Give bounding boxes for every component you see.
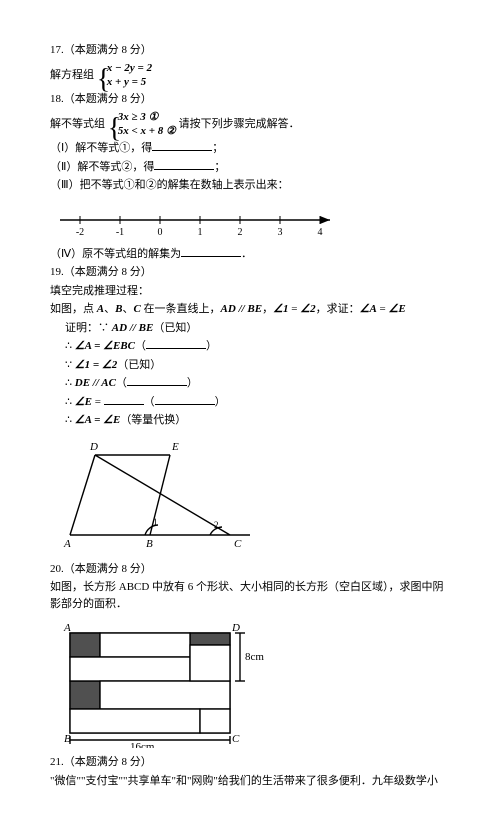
q17-stem: 解方程组 x − 2y = 2 x + y = 5 <box>50 61 450 90</box>
svg-text:A: A <box>63 538 71 550</box>
q17-system: x − 2y = 2 x + y = 5 <box>97 61 152 90</box>
svg-text:E: E <box>171 441 179 453</box>
q18-p2a: （Ⅱ）解不等式②，得 <box>50 161 154 173</box>
q18-p4: （Ⅳ）原不等式组的解集为 ． <box>50 246 450 263</box>
q17-eq2: x + y = 5 <box>107 75 152 89</box>
q21-header: 21.（本题满分 8 分） <box>50 754 450 771</box>
svg-text:2: 2 <box>238 227 243 238</box>
q19-l1: 证明：∵ AD // BE（已知） <box>50 320 450 337</box>
q19-intro: 填空完成推理过程： <box>50 283 450 300</box>
q17-header: 17.（本题满分 8 分） <box>50 42 450 59</box>
q19-l2: ∴ ∠A = ∠EBC（） <box>50 338 450 355</box>
q20-figure: A D B C 8cm 16cm <box>50 618 270 748</box>
svg-text:1: 1 <box>153 517 158 527</box>
svg-text:B: B <box>146 538 153 550</box>
svg-text:-2: -2 <box>76 227 84 238</box>
svg-text:3: 3 <box>278 227 283 238</box>
svg-text:-1: -1 <box>116 227 124 238</box>
q18-stem: 解不等式组 3x ≥ 3 ① 5x < x + 8 ② 请按下列步骤完成解答． <box>50 110 450 139</box>
blank <box>152 140 212 151</box>
q18-prefix: 解不等式组 <box>50 117 105 129</box>
svg-text:2: 2 <box>214 520 219 530</box>
svg-text:8cm: 8cm <box>245 651 264 663</box>
q18-p2b: ； <box>214 161 225 173</box>
svg-text:C: C <box>232 733 240 745</box>
q18-p1b: ； <box>212 142 223 154</box>
svg-text:0: 0 <box>158 227 163 238</box>
q18-eq1: 3x ≥ 3 ① <box>118 110 176 124</box>
q18-p4a: （Ⅳ）原不等式组的解集为 <box>50 248 181 260</box>
blank <box>104 394 144 405</box>
svg-text:D: D <box>231 622 240 634</box>
blank <box>154 159 214 170</box>
number-line-figure: -2 -1 0 1 2 3 4 <box>50 200 350 240</box>
q18-p3: （Ⅲ）把不等式①和②的解集在数轴上表示出来： <box>50 177 450 194</box>
blank <box>127 375 187 386</box>
q19-l4: ∴ DE // AC（） <box>50 375 450 392</box>
svg-text:D: D <box>89 441 98 453</box>
q19-figure: D E A B C 1 2 <box>50 435 270 555</box>
q18-p1a: （Ⅰ）解不等式①，得 <box>50 142 152 154</box>
q19-l3: ∵ ∠1 = ∠2（已知） <box>50 357 450 374</box>
q17-eq1: x − 2y = 2 <box>107 61 152 75</box>
q19-l5: ∴ ∠E = （） <box>50 394 450 411</box>
svg-text:A: A <box>63 622 71 634</box>
blank <box>155 394 215 405</box>
q20-text: 如图，长方形 ABCD 中放有 6 个形状、大小相同的长方形（空白区域），求图中… <box>50 579 450 612</box>
blank <box>146 338 206 349</box>
q18-suffix: 请按下列步骤完成解答． <box>179 117 300 129</box>
q21-text: "微信""支付宝""共享单车"和"网购"给我们的生活带来了很多便利．九年级数学小 <box>50 773 450 790</box>
svg-text:C: C <box>234 538 242 550</box>
svg-text:B: B <box>64 733 71 745</box>
q18-p4b: ． <box>241 248 252 260</box>
q18-eq2: 5x < x + 8 ② <box>118 124 176 138</box>
svg-text:4: 4 <box>318 227 323 238</box>
q18-p2: （Ⅱ）解不等式②，得 ； <box>50 159 450 176</box>
q17-prefix: 解方程组 <box>50 68 94 80</box>
q19-l6: ∴ ∠A = ∠E（等量代换） <box>50 412 450 429</box>
svg-text:1: 1 <box>198 227 203 238</box>
q20-header: 20.（本题满分 8 分） <box>50 561 450 578</box>
q19-given: 如图，点 A、B、C 在一条直线上，AD // BE，∠1 = ∠2，求证：∠A… <box>50 301 450 318</box>
svg-text:16cm: 16cm <box>130 741 155 748</box>
q19-header: 19.（本题满分 8 分） <box>50 264 450 281</box>
q18-system: 3x ≥ 3 ① 5x < x + 8 ② <box>108 110 176 139</box>
blank <box>181 246 241 257</box>
